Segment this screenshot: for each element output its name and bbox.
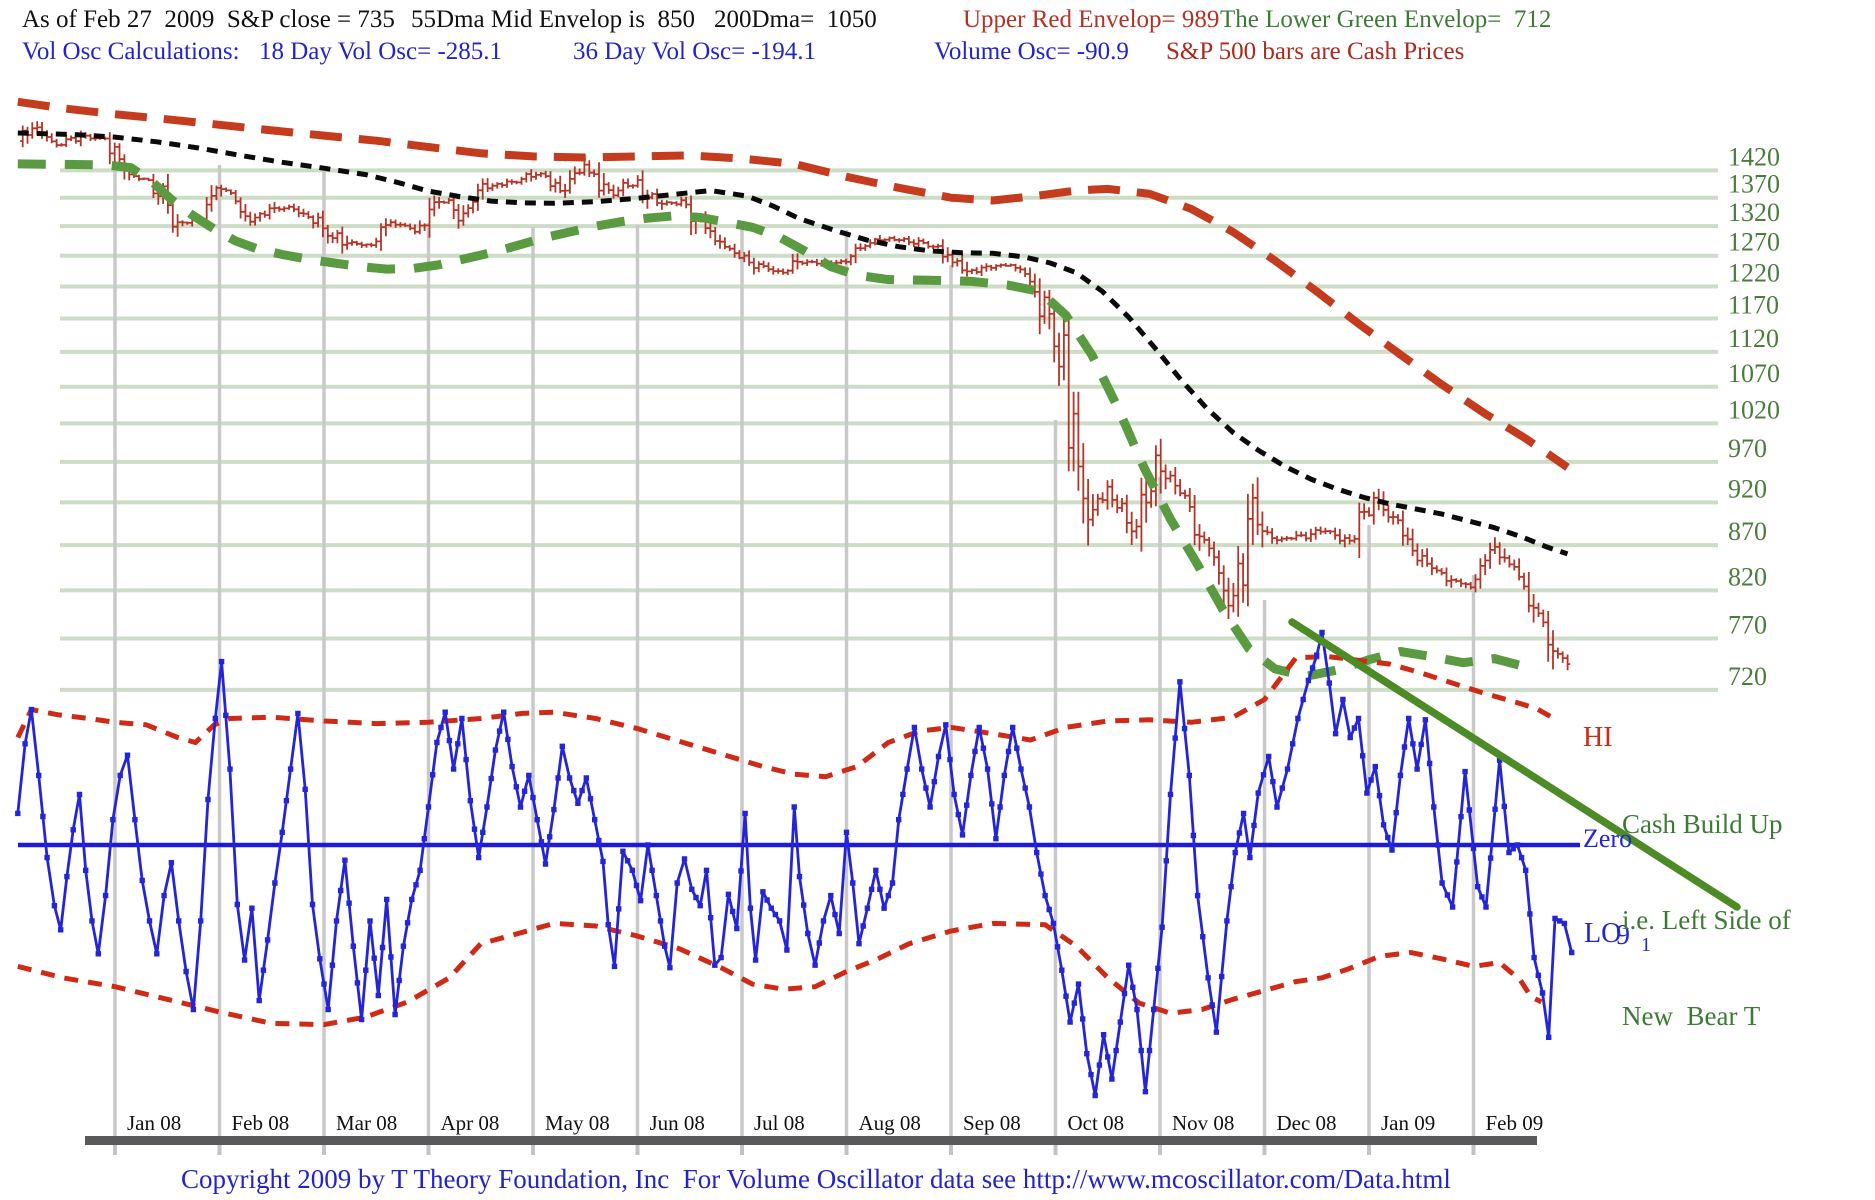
month-label: Jan 08: [127, 1111, 181, 1135]
lower-green-envelope: [17, 159, 1527, 681]
lo-band-label: LO: [1584, 918, 1622, 949]
upper-envelope-label: Upper Red Envelop= 989: [963, 6, 1220, 33]
month-label: Oct 08: [1068, 1111, 1125, 1135]
month-label: May 08: [545, 1111, 610, 1135]
month-label: Mar 08: [336, 1111, 397, 1135]
price-gridlines: [60, 168, 1718, 692]
vol-osc-calculations-label: Vol Osc Calculations:: [22, 38, 240, 65]
hi-band-label: HI: [1583, 722, 1613, 753]
month-labels: Jan 08 Feb 08 Mar 08 Apr 08 May 08 Jun 08 Jul …: [127, 1111, 1543, 1135]
dma200-label: 200Dma= 1050: [714, 6, 877, 33]
volume-oscillator-line: [16, 631, 1574, 1097]
month-label: Nov 08: [1172, 1111, 1234, 1135]
price-tick-label: 1120: [1728, 324, 1779, 353]
mid-envelope-label: 55Dma Mid Envelop is 850: [411, 6, 696, 33]
month-label: Aug 08: [859, 1111, 921, 1135]
price-tick-label: 820: [1728, 562, 1767, 591]
volume-oscillator-markers: [15, 629, 1575, 1099]
price-tick-label: 1020: [1728, 395, 1780, 424]
price-tick-label: 1370: [1728, 170, 1780, 199]
lo-band: [17, 920, 1543, 1028]
price-tick-label: 1220: [1728, 258, 1780, 287]
month-label: Apr 08: [441, 1111, 500, 1135]
zero-line-label: Zero: [1583, 824, 1633, 853]
volume-osc-value-label: Volume Osc= -90.9: [934, 38, 1129, 65]
cash-build-up-line1: Cash Build Up: [1622, 809, 1783, 839]
month-gridlines: [113, 162, 1476, 1155]
lo-band-value-sub: 1: [1641, 934, 1651, 956]
cash-prices-note-label: S&P 500 bars are Cash Prices: [1166, 38, 1465, 65]
price-tick-label: 770: [1728, 611, 1767, 640]
price-tick-label: 1320: [1728, 198, 1780, 227]
month-label: Feb 08: [232, 1111, 290, 1135]
price-tick-label: 1420: [1728, 142, 1780, 171]
month-label: Jan 09: [1381, 1111, 1435, 1135]
price-tick-label: 720: [1728, 662, 1767, 691]
cash-build-up-annotation: Cash Build Up i.e. Left Side of New Bear…: [1622, 744, 1791, 1096]
month-label: Dec 08: [1277, 1111, 1337, 1135]
price-tick-label: 870: [1728, 517, 1767, 546]
price-tick-label: 1170: [1728, 290, 1779, 319]
cash-build-up-line3: New Bear T: [1622, 1001, 1761, 1031]
vol-osc-18day-label: 18 Day Vol Osc= -285.1: [259, 38, 503, 65]
price-tick-label: 920: [1728, 474, 1767, 503]
upper-red-envelope: [17, 97, 1570, 471]
month-label: Feb 09: [1486, 1111, 1544, 1135]
bear-t-trendline: [1288, 618, 1741, 911]
lower-envelope-label: The Lower Green Envelop= 712: [1220, 6, 1552, 33]
price-tick-label: 1070: [1728, 359, 1780, 388]
price-tick-label: 1270: [1728, 228, 1780, 257]
vol-osc-36day-label: 36 Day Vol Osc= -194.1: [573, 38, 817, 65]
x-axis-bar: [85, 1136, 1537, 1145]
copyright-notice: Copyright 2009 by T Theory Foundation, I…: [181, 1164, 1451, 1194]
mid-55dma-line: [17, 130, 1569, 557]
cash-build-up-line2: i.e. Left Side of: [1622, 905, 1791, 935]
as-of-close-label: As of Feb 27 2009 S&P close = 735: [22, 6, 395, 33]
month-label: Jul 08: [754, 1111, 805, 1135]
sp500-price-bars: [20, 121, 1571, 671]
price-tick-label: 970: [1728, 434, 1767, 463]
month-label: Jun 08: [650, 1111, 705, 1135]
lo-band-value: 9: [1616, 920, 1630, 951]
month-label: Sep 08: [963, 1111, 1021, 1135]
